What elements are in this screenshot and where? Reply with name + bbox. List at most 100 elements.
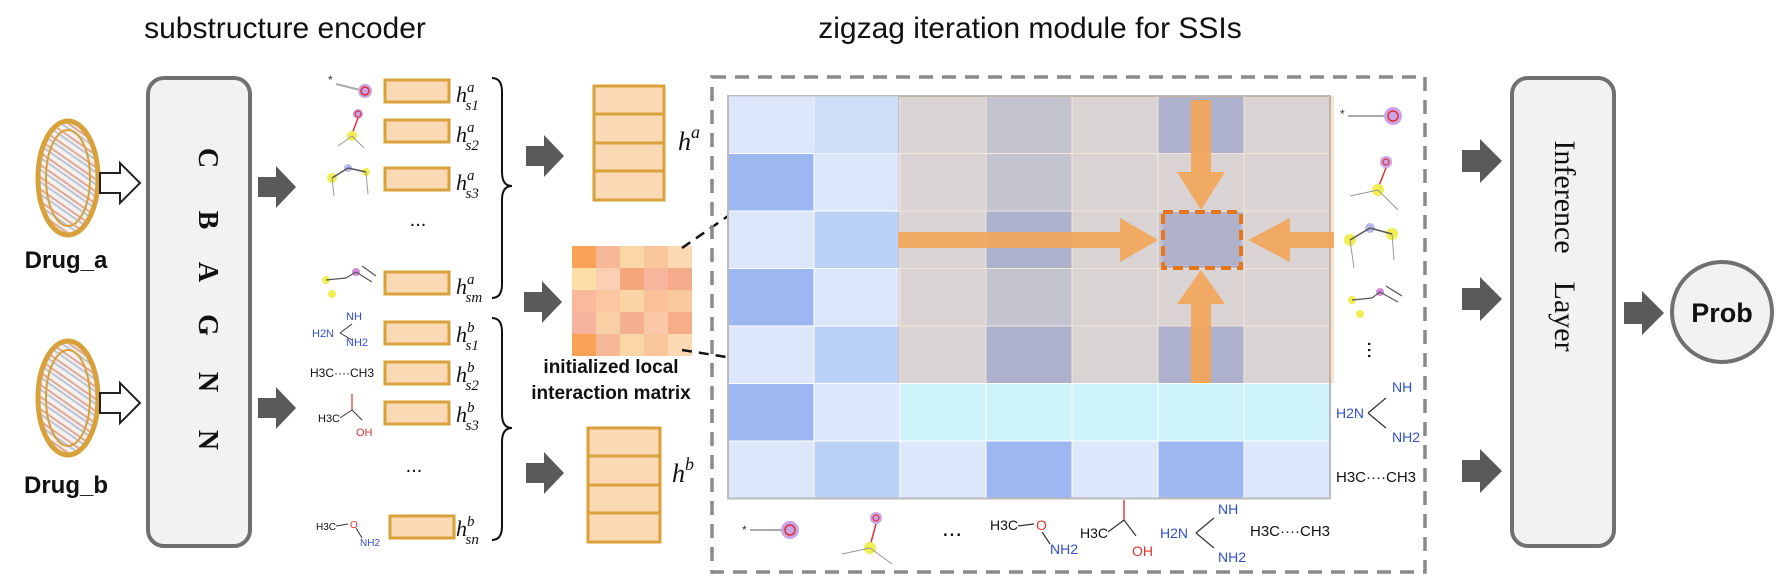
svg-text:H2N: H2N — [1336, 405, 1364, 421]
feature-label: ha s2 — [456, 120, 479, 154]
hollow-arrow-icon — [99, 160, 142, 206]
feature-vector-bar — [388, 514, 456, 540]
local-matrix-cell — [596, 246, 620, 268]
feature-vector-bar — [383, 78, 451, 104]
ethane-substructure: H3C····CH3 — [310, 366, 374, 380]
grid-cell — [813, 325, 901, 384]
grid-cell — [1243, 268, 1331, 327]
grid-cell — [727, 440, 815, 499]
local-matrix-cell — [596, 312, 620, 334]
substructure-icon — [1344, 223, 1398, 269]
local-matrix-cell — [644, 268, 668, 290]
svg-text:*: * — [1340, 107, 1345, 121]
local-matrix-cell — [644, 334, 668, 356]
grid-cell — [1071, 268, 1159, 327]
local-matrix-cell — [596, 290, 620, 312]
horizontal-ellipsis: ... — [942, 515, 962, 542]
local-matrix-cell — [644, 312, 668, 334]
grid-cell — [1071, 383, 1159, 442]
ethane-substructure: H3C····CH3 — [1250, 523, 1330, 540]
cbagnn-letter: G — [192, 314, 223, 336]
prob-output-node — [1670, 260, 1774, 364]
local-interaction-matrix — [572, 246, 692, 356]
hollow-arrow-icon — [99, 380, 142, 426]
gray-arrow-icon — [1624, 291, 1664, 335]
substructure-icon — [841, 512, 893, 565]
local-matrix-cell — [572, 334, 596, 356]
grid-cell — [727, 153, 815, 212]
feature-vector-bar — [383, 320, 451, 346]
guanidine-substructure-icon: NH H2N NH2 — [1160, 501, 1246, 565]
grid-cell — [1243, 95, 1331, 154]
zigzag-module-frame — [710, 75, 1427, 574]
drug-b-label: Drug_b — [24, 472, 108, 499]
grid-cell — [899, 440, 987, 499]
local-matrix-label-line2: interaction matrix — [531, 383, 691, 404]
grid-border — [727, 95, 1331, 500]
brace-b — [491, 317, 513, 541]
methoxyamine-substructure-icon: H3C O NH2 — [316, 520, 380, 549]
methoxyamine-substructure-icon: H3C O NH2 — [990, 517, 1078, 557]
pooled-label-a: ha — [678, 122, 700, 156]
local-matrix-cell — [572, 290, 596, 312]
grid-cell — [813, 210, 901, 269]
feature-label: hb s1 — [456, 320, 479, 354]
substructure-icon: * — [328, 73, 372, 98]
svg-text:NH: NH — [346, 311, 362, 323]
gray-arrow-icon — [1462, 139, 1502, 183]
acetic-acid-substructure-icon: H3C OH — [318, 394, 373, 439]
guanidine-substructure-icon: NH H2N NH2 — [312, 311, 368, 349]
local-matrix-cell — [668, 268, 692, 290]
grid-cell — [813, 383, 901, 442]
local-matrix-cell — [620, 312, 644, 334]
pooled-vector-a — [592, 84, 666, 202]
zigzag-title: zigzag iteration module for SSIs — [818, 12, 1242, 45]
grid-cell — [899, 325, 987, 384]
svg-text:OH: OH — [1132, 543, 1153, 559]
guanidine-substructure-icon: NH H2N NH2 — [1336, 379, 1420, 445]
arrow-left-icon — [1248, 218, 1334, 262]
svg-text:H3C: H3C — [316, 522, 336, 533]
feature-label: ha s1 — [456, 80, 479, 114]
prob-label: Prob — [1691, 298, 1753, 328]
substructure-icon — [1348, 285, 1403, 318]
grid-cell — [1243, 440, 1331, 499]
cbagnn-letter: C — [192, 148, 223, 168]
grid-cell — [1071, 153, 1159, 212]
svg-text:O: O — [350, 520, 358, 531]
svg-text:H3C: H3C — [990, 517, 1018, 533]
grid-cell — [1157, 440, 1245, 499]
gray-arrow-icon — [524, 281, 562, 323]
local-matrix-cell — [644, 246, 668, 268]
substructure-icon — [337, 109, 365, 149]
feature-label: hb sn — [456, 514, 479, 548]
grid-cell — [727, 210, 815, 269]
grid-cell — [727, 268, 815, 327]
grid-cell — [1071, 440, 1159, 499]
zoom-highlight-triangle — [728, 96, 898, 210]
local-matrix-cell — [620, 268, 644, 290]
gray-arrow-icon — [1462, 277, 1502, 321]
svg-text:H3C: H3C — [318, 413, 340, 425]
feature-vector-bar — [383, 360, 451, 386]
inference-label: InferenceLayer — [1548, 140, 1581, 351]
arrow-up-icon — [1177, 270, 1225, 383]
grid-cell — [985, 325, 1073, 384]
cbagnn-panel — [146, 76, 252, 548]
feature-vectors-a: ha s1 ha s2 ha s3 ha sm ... — [383, 78, 482, 306]
gray-arrow-icon — [526, 135, 564, 177]
svg-text:*: * — [328, 73, 333, 87]
grid-cell — [899, 383, 987, 442]
local-matrix-cell — [620, 334, 644, 356]
acetic-acid-substructure-icon: H3C OH — [1080, 500, 1153, 559]
feature-label: hb s2 — [456, 360, 479, 394]
local-matrix-cell — [668, 290, 692, 312]
feature-label: ha sm — [456, 272, 482, 306]
substructure-icon: * — [1340, 107, 1402, 125]
svg-text:H2N: H2N — [312, 328, 334, 340]
svg-text:NH2: NH2 — [1218, 549, 1246, 565]
gray-arrow-icon — [1462, 449, 1502, 493]
encoder-title: substructure encoder — [144, 12, 426, 45]
focus-cell — [1161, 210, 1243, 270]
substructure-icon — [1349, 156, 1399, 211]
